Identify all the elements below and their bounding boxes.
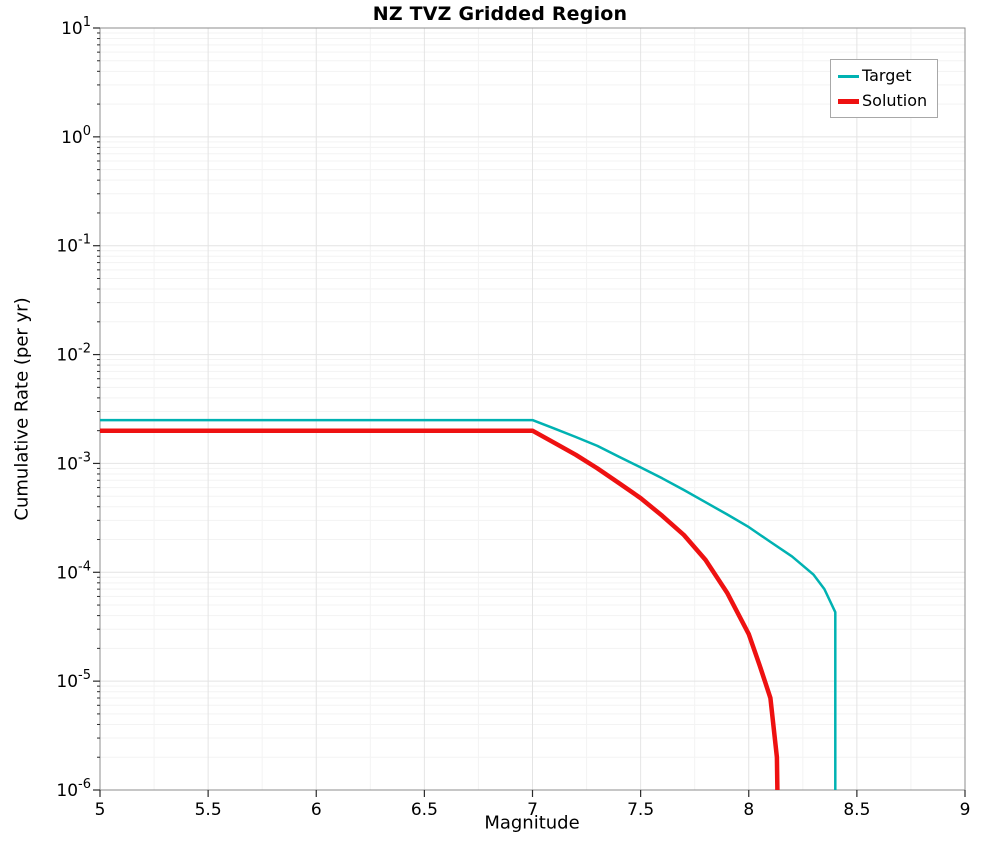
legend-item-solution: Solution — [838, 92, 927, 110]
legend-label-target: Target — [862, 66, 912, 85]
chart-title: NZ TVZ Gridded Region — [372, 3, 628, 25]
x-axis-tick-label: 7.5 — [627, 800, 654, 820]
legend-item-target: Target — [838, 67, 927, 85]
x-axis-tick-label: 9 — [960, 800, 971, 820]
y-axis-tick-label: 10-3 — [56, 450, 91, 474]
y-axis-tick-label: 10-4 — [56, 559, 91, 583]
y-axis-tick-label: 10-5 — [56, 668, 91, 692]
series-line-solution — [100, 428, 780, 790]
y-axis-tick-label: 10-2 — [56, 342, 91, 366]
x-axis-tick-label: 8.5 — [843, 800, 870, 820]
y-axis-tick-label: 10-6 — [56, 777, 91, 801]
axes: 5 5.5 6 6.5 7 7.5 8 8.5 9 101 100 10-1 10-2 10-3 10-4 1… — [56, 15, 970, 820]
legend-label-solution: Solution — [862, 91, 928, 110]
x-axis-tick-label: 8 — [743, 800, 754, 820]
y-axis-tick-label: 101 — [61, 15, 91, 39]
x-axis-tick-label: 5.5 — [195, 800, 222, 820]
x-axis-tick-label: 7 — [527, 800, 538, 820]
x-axis-tick-label: 6.5 — [411, 800, 438, 820]
x-axis-label: Magnitude — [484, 812, 580, 834]
x-axis-tick-label: 6 — [311, 800, 322, 820]
y-axis-tick-label: 10-1 — [56, 233, 91, 257]
series-group — [100, 418, 837, 790]
x-axis-tick-label: 5 — [95, 800, 106, 820]
legend-line-sample-solution — [838, 98, 859, 104]
legend-box: Target Solution — [830, 59, 939, 118]
y-axis-label: Cumulative Rate (per yr) — [11, 297, 33, 521]
series-line-target — [100, 418, 837, 790]
legend-line-sample-target — [838, 74, 859, 78]
y-axis-tick-label: 100 — [61, 124, 91, 148]
